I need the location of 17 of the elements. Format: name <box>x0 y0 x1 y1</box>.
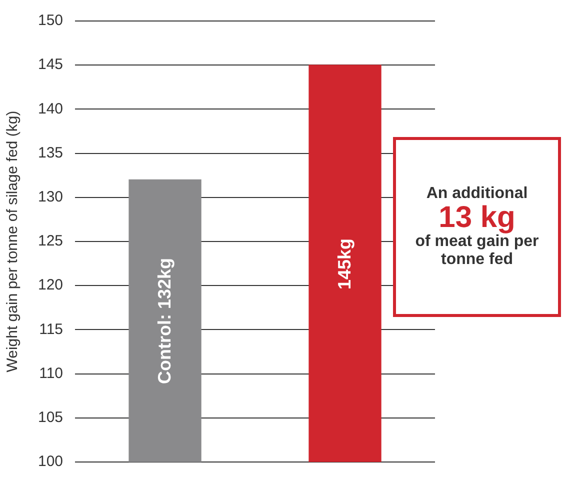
y-tick-label: 140 <box>38 100 64 118</box>
y-tick-label: 125 <box>38 232 64 250</box>
y-tick-label: 150 <box>38 12 64 30</box>
y-tick-label: 100 <box>38 453 64 470</box>
y-tick-label: 120 <box>38 276 64 294</box>
y-tick-label: 145 <box>38 56 64 74</box>
annotation: An additional <box>425 185 529 203</box>
data-label: 145kg <box>334 238 356 290</box>
data-label: Control: 132kg <box>154 258 176 384</box>
y-axis-title: Weight gain per tonne of silage fed (kg) <box>4 110 22 372</box>
annotation: of meat gain per tonne fed <box>414 233 540 269</box>
y-tick-label: 105 <box>38 409 64 426</box>
callout-box: An additional 13 kg of meat gain per tonne fed <box>393 137 561 317</box>
y-tick-label: 130 <box>38 188 64 206</box>
y-tick-label: 135 <box>38 144 64 162</box>
y-tick-label: 115 <box>39 320 64 338</box>
y-tick-label: 110 <box>39 364 64 382</box>
